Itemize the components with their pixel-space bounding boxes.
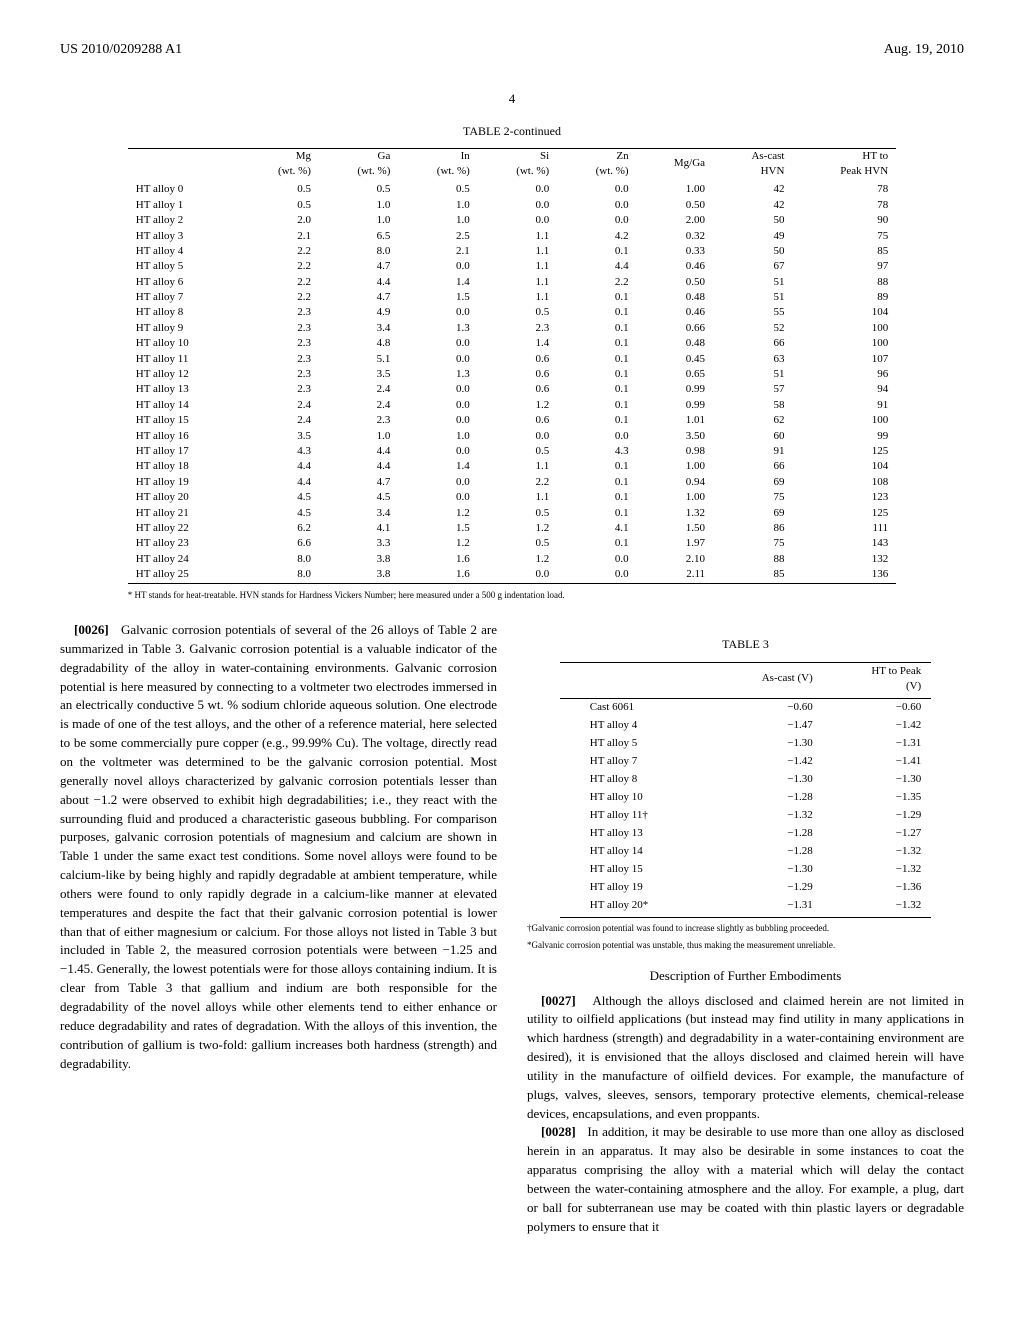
table-row: HT alloy 82.34.90.00.50.10.4655104 [128,305,896,320]
table-row: HT alloy 32.16.52.51.14.20.324975 [128,229,896,244]
table-row: HT alloy 258.03.81.60.00.02.1185136 [128,567,896,583]
section-title: Description of Further Embodiments [527,967,964,986]
table-row: HT alloy 214.53.41.20.50.11.3269125 [128,506,896,521]
table-3: TABLE 3 As-cast (V) HT to Peak(V) Cast 6… [527,636,964,952]
table-row: HT alloy 10−1.28−1.35 [560,789,931,807]
th-ga: Ga(wt. %) [319,148,398,182]
th3-ascast: As-cast (V) [713,662,823,699]
table-row: HT alloy 14−1.28−1.32 [560,843,931,861]
paragraph-27: [0027] Although the alloys disclosed and… [527,992,964,1124]
table-row: HT alloy 92.33.41.32.30.10.6652100 [128,321,896,336]
paragraph-26: [0026] Galvanic corrosion potentials of … [60,621,497,1073]
th3-htpeak: HT to Peak(V) [823,662,931,699]
table-row: HT alloy 42.28.02.11.10.10.335085 [128,244,896,259]
table-row: HT alloy 00.50.50.50.00.01.004278 [128,182,896,197]
para-text-26: Galvanic corrosion potentials of several… [60,622,497,1070]
table-row: HT alloy 184.44.41.41.10.11.0066104 [128,459,896,474]
table-row: HT alloy 11†−1.32−1.29 [560,807,931,825]
table-row: HT alloy 236.63.31.20.50.11.9775143 [128,536,896,551]
table-row: HT alloy 62.24.41.41.12.20.505188 [128,275,896,290]
page-number: 4 [60,90,964,108]
th-mgga: Mg/Ga [637,148,713,182]
th-mg: Mg(wt. %) [240,148,319,182]
th-zn: Zn(wt. %) [557,148,636,182]
patent-number: US 2010/0209288 A1 [60,40,182,60]
table-row: HT alloy 142.42.40.01.20.10.995891 [128,398,896,413]
table-row: Cast 6061−0.60−0.60 [560,699,931,717]
table-row: HT alloy 4−1.47−1.42 [560,717,931,735]
para-num-27: [0027] [541,993,576,1008]
paragraph-28: [0028] In addition, it may be desirable … [527,1123,964,1236]
table-row: HT alloy 226.24.11.51.24.11.5086111 [128,521,896,536]
para-text-28: In addition, it may be desirable to use … [527,1124,964,1233]
th-in: In(wt. %) [398,148,477,182]
para-num-28: [0028] [541,1124,576,1139]
table-2-content: Mg(wt. %) Ga(wt. %) In(wt. %) Si(wt. %) … [128,148,896,584]
table-row: HT alloy 15−1.30−1.32 [560,861,931,879]
table-3-footnote1: †Galvanic corrosion potential was found … [527,922,964,935]
table-row: HT alloy 194.44.70.02.20.10.9469108 [128,475,896,490]
table-row: HT alloy 8−1.30−1.30 [560,771,931,789]
right-column: TABLE 3 As-cast (V) HT to Peak(V) Cast 6… [527,621,964,1236]
table-2-footnote: * HT stands for heat-treatable. HVN stan… [128,589,896,602]
table-row: HT alloy 174.34.40.00.54.30.9891125 [128,444,896,459]
table-2: TABLE 2-continued Mg(wt. %) Ga(wt. %) In… [60,123,964,601]
table-row: HT alloy 112.35.10.00.60.10.4563107 [128,352,896,367]
table-2-title: TABLE 2-continued [60,123,964,140]
table-row: HT alloy 72.24.71.51.10.10.485189 [128,290,896,305]
table-row: HT alloy 20*−1.31−1.32 [560,897,931,917]
page-header: US 2010/0209288 A1 Aug. 19, 2010 [60,40,964,60]
para-num-26: [0026] [74,622,109,637]
table-row: HT alloy 163.51.01.00.00.03.506099 [128,429,896,444]
table-3-title: TABLE 3 [527,636,964,653]
table-row: HT alloy 102.34.80.01.40.10.4866100 [128,336,896,351]
table-row: HT alloy 152.42.30.00.60.11.0162100 [128,413,896,428]
table-row: HT alloy 22.01.01.00.00.02.005090 [128,213,896,228]
table-row: HT alloy 248.03.81.61.20.02.1088132 [128,552,896,567]
th-si: Si(wt. %) [478,148,557,182]
table-row: HT alloy 132.32.40.00.60.10.995794 [128,382,896,397]
th-htpeak: HT toPeak HVN [792,148,896,182]
publication-date: Aug. 19, 2010 [884,40,964,60]
two-column-layout: [0026] Galvanic corrosion potentials of … [60,621,964,1236]
table-3-content: As-cast (V) HT to Peak(V) Cast 6061−0.60… [560,662,931,918]
th-ascast: As-castHVN [713,148,792,182]
table-row: HT alloy 52.24.70.01.14.40.466797 [128,259,896,274]
para-text-27: Although the alloys disclosed and claime… [527,993,964,1121]
table-row: HT alloy 122.33.51.30.60.10.655196 [128,367,896,382]
table-row: HT alloy 13−1.28−1.27 [560,825,931,843]
table-row: HT alloy 5−1.30−1.31 [560,735,931,753]
table-row: HT alloy 7−1.42−1.41 [560,753,931,771]
table-row: HT alloy 204.54.50.01.10.11.0075123 [128,490,896,505]
left-column: [0026] Galvanic corrosion potentials of … [60,621,497,1236]
table-row: HT alloy 10.51.01.00.00.00.504278 [128,198,896,213]
table-row: HT alloy 19−1.29−1.36 [560,879,931,897]
table-3-footnote2: *Galvanic corrosion potential was unstab… [527,939,964,952]
